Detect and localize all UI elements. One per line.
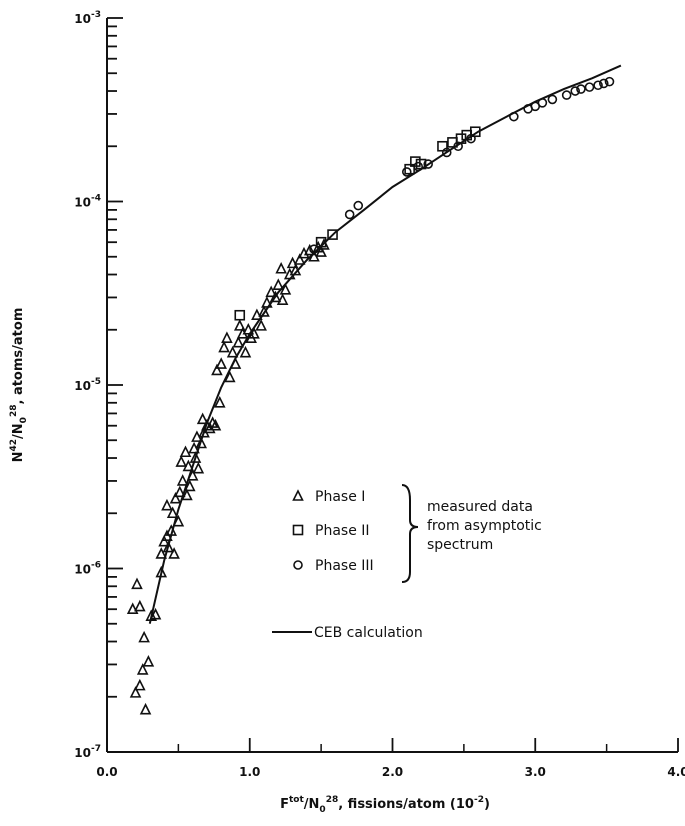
phase-1-point xyxy=(279,283,292,295)
phase-1-point xyxy=(218,340,230,353)
legend-symbols xyxy=(292,489,304,570)
x-tick-label: 4.0 xyxy=(667,765,685,779)
phase-1-point xyxy=(134,599,146,612)
phase-1-point xyxy=(209,418,222,431)
phase-1-point xyxy=(233,319,246,331)
phase-1-point xyxy=(275,261,287,274)
phase-1-point xyxy=(272,278,285,290)
phase-1-point xyxy=(276,293,289,305)
phase-1-point xyxy=(169,491,182,504)
phase-1-point xyxy=(174,485,186,498)
legend-bracket-line-1: measured data xyxy=(427,499,533,515)
phase-1-point xyxy=(189,451,202,463)
legend-brace xyxy=(401,484,419,583)
phase-1-point xyxy=(181,488,193,501)
phase-1-point xyxy=(303,243,316,256)
x-tick-label: 3.0 xyxy=(525,765,546,779)
y-tick-label: 10-4 xyxy=(74,194,101,210)
phase-1-point xyxy=(179,445,192,458)
legend-bracket-line-2: from asymptotic xyxy=(427,518,542,534)
legend-bracket-line-3: spectrum xyxy=(427,537,493,553)
phase-1-point xyxy=(155,547,168,559)
ceb-calculation-line xyxy=(148,64,622,624)
phase-1-point xyxy=(255,319,267,331)
series-layer xyxy=(126,64,622,715)
phase-3-point xyxy=(584,82,595,92)
phase-1-point xyxy=(184,479,196,492)
y-tick-label: 10-7 xyxy=(74,744,101,760)
legend-label-phase-2: Phase II xyxy=(315,523,370,539)
phase-1-point xyxy=(215,357,227,369)
phase-1-point xyxy=(129,686,142,698)
phase-1-point xyxy=(221,331,233,343)
phase-3-point xyxy=(604,76,615,87)
y-tick-label: 10-5 xyxy=(74,377,101,393)
phase-1-point xyxy=(265,285,277,298)
phase-1-point xyxy=(242,322,255,335)
phase-1-point xyxy=(226,345,239,358)
phase-2-point xyxy=(234,309,246,321)
legend-symbol-phase-3 xyxy=(293,560,303,570)
legend-label-ceb: CEB calculation xyxy=(314,625,423,641)
phase-1-point xyxy=(136,663,149,675)
phase-2-point xyxy=(327,229,338,240)
phase-1-point xyxy=(195,436,208,449)
phase-3-point xyxy=(423,159,433,169)
phase-1-point xyxy=(175,455,188,467)
legend: Phase I Phase II Phase III measured data… xyxy=(272,484,542,641)
phase-1-point xyxy=(192,461,205,474)
phase-1-point xyxy=(161,498,173,511)
y-tick-label: 10-3 xyxy=(74,10,101,26)
phase-2-point xyxy=(410,156,421,167)
phase-1-point xyxy=(176,474,189,486)
y-axis-title: N42/N028, atoms/atom xyxy=(9,308,29,463)
phase-1-point xyxy=(211,363,223,376)
phase-1-point xyxy=(286,256,299,269)
legend-label-phase-1: Phase I xyxy=(315,489,365,505)
phase-3-point xyxy=(593,80,603,91)
phase-1-point xyxy=(138,630,150,643)
phase-3-point xyxy=(570,86,581,96)
phase-1-point xyxy=(232,335,245,348)
phase-3-point xyxy=(576,84,586,94)
phase-1-point xyxy=(142,655,155,667)
phase-1-point xyxy=(251,308,263,321)
phase-3-point xyxy=(598,78,609,89)
phase-1-point xyxy=(126,602,139,615)
phase-1-point xyxy=(248,327,260,339)
phase-3-point xyxy=(441,147,452,158)
phase-1-point xyxy=(166,506,179,519)
x-tick-label: 2.0 xyxy=(382,765,403,779)
legend-symbol-phase-1 xyxy=(292,489,304,501)
phase-1-point xyxy=(269,290,282,303)
phase-1-point xyxy=(149,607,162,620)
x-axis-title: Ftot/N028, fissions/atom (10-2) xyxy=(280,795,490,815)
phase-3-point xyxy=(401,167,412,177)
phase-1-point xyxy=(182,459,195,472)
phase-1-point xyxy=(223,370,236,383)
phase-1-point xyxy=(134,678,146,691)
y-tick-label: 10-6 xyxy=(74,561,101,577)
x-tick-label: 0.0 xyxy=(96,765,117,779)
legend-label-phase-3: Phase III xyxy=(315,558,374,574)
phase-1-point xyxy=(196,412,209,425)
phase-1-point xyxy=(168,547,180,559)
legend-symbol-phase-2 xyxy=(292,524,304,536)
phase-1-point xyxy=(293,253,306,265)
x-tick-label: 1.0 xyxy=(239,765,260,779)
phase-3-point xyxy=(344,209,355,220)
axes: 10-7 10-6 10-5 10-4 10-3 0.0 1.0 2.0 3.0 4.0 xyxy=(74,10,685,779)
phase-3-point xyxy=(353,200,364,211)
phase-1-point xyxy=(162,540,175,553)
phase-1-point xyxy=(213,395,226,408)
phase-1-point xyxy=(239,345,252,358)
phase-1-point xyxy=(158,534,170,547)
phase-1-point xyxy=(261,296,273,308)
phase-1-point xyxy=(131,577,143,590)
phase-1-point xyxy=(315,245,327,257)
phase-3-point xyxy=(547,94,558,105)
phase-3-point xyxy=(561,90,572,100)
phase-1-point xyxy=(139,702,152,715)
